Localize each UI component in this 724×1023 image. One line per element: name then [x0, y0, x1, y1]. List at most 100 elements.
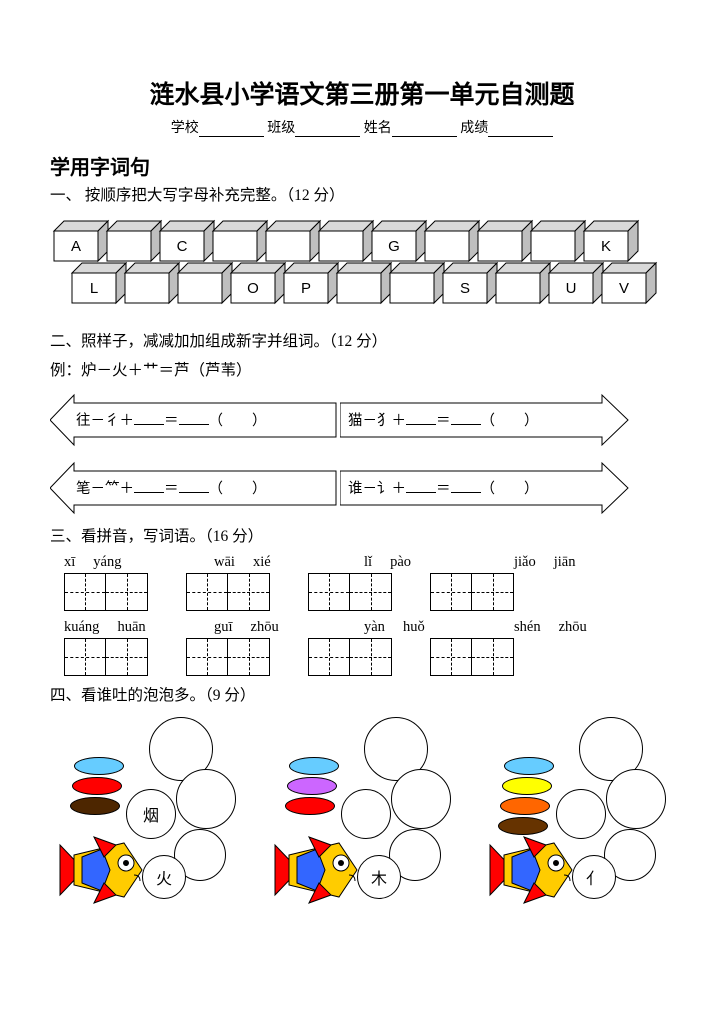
- pinyin: kuáng: [64, 619, 99, 636]
- color-ellipse: [500, 797, 550, 815]
- arrow-1: 往－彳＋＝（ ）: [50, 389, 340, 451]
- q3-box-row2: [64, 638, 674, 676]
- bubble-seed-top: 烟: [126, 789, 176, 839]
- label-class: 班级: [267, 121, 295, 136]
- bubble-group-1: 木: [269, 717, 454, 907]
- pinyin: huān: [117, 619, 145, 636]
- q3-label: 三、看拼音，写词语。（16 分）: [50, 525, 674, 550]
- q1-label: 一、 按顺序把大写字母补充完整。（12 分）: [50, 184, 674, 209]
- pinyin: yáng: [93, 554, 121, 571]
- blank-school[interactable]: [199, 122, 264, 137]
- color-ellipse: [504, 757, 554, 775]
- svg-text:G: G: [388, 238, 400, 255]
- tian-box[interactable]: [186, 573, 228, 611]
- svg-text:C: C: [177, 238, 188, 255]
- q2-label: 二、照样子，减减加加组成新字并组词。（12 分）: [50, 330, 674, 355]
- pinyin: zhōu: [559, 619, 587, 636]
- q4-label: 四、看谁吐的泡泡多。（9 分）: [50, 684, 674, 709]
- tian-box[interactable]: [308, 573, 350, 611]
- arrow-3-text: 笔－⺮＋＝（ ）: [76, 477, 267, 498]
- bubble-empty[interactable]: [606, 769, 666, 829]
- bubble-seed-bottom: 火: [142, 855, 186, 899]
- bubble-seed-top: [341, 789, 391, 839]
- q4-bubble-row: 烟火 木 亻: [54, 717, 674, 907]
- fish-icon: [269, 835, 359, 905]
- pinyin: jiān: [554, 554, 576, 571]
- tian-box[interactable]: [106, 573, 148, 611]
- q2-row-1: 往－彳＋＝（ ） 猫－犭＋＝（ ）: [50, 389, 674, 451]
- color-ellipse: [289, 757, 339, 775]
- pinyin: xī: [64, 554, 75, 571]
- blank-name[interactable]: [392, 122, 457, 137]
- color-ellipse: [72, 777, 122, 795]
- bubble-group-0: 烟火: [54, 717, 239, 907]
- tian-box[interactable]: [228, 573, 270, 611]
- info-line: 学校 班级 姓名 成绩: [50, 117, 674, 137]
- arrow-4-text: 谁－讠＋＝（ ）: [348, 477, 539, 498]
- tian-box[interactable]: [308, 638, 350, 676]
- svg-text:V: V: [619, 280, 629, 297]
- bubble-seed-top: [556, 789, 606, 839]
- pinyin: jiǎo: [514, 554, 536, 571]
- svg-text:A: A: [71, 238, 81, 255]
- tian-box[interactable]: [472, 638, 514, 676]
- tian-box[interactable]: [186, 638, 228, 676]
- arrow-1-text: 往－彳＋＝（ ）: [76, 409, 267, 430]
- bubble-group-2: 亻: [484, 717, 669, 907]
- tian-box[interactable]: [430, 638, 472, 676]
- blank-score[interactable]: [488, 122, 553, 137]
- pinyin: huǒ: [403, 619, 425, 636]
- color-ellipse: [285, 797, 335, 815]
- svg-text:L: L: [90, 280, 98, 297]
- blank-class[interactable]: [295, 122, 360, 137]
- color-ellipse: [502, 777, 552, 795]
- pinyin: pào: [390, 554, 411, 571]
- arrow-3: 笔－⺮＋＝（ ）: [50, 457, 340, 519]
- q3-pinyin-row2: kuáng huān guī zhōu yàn huǒ shén zhōu: [64, 619, 674, 636]
- tian-box[interactable]: [350, 638, 392, 676]
- tian-box[interactable]: [350, 573, 392, 611]
- pinyin: guī: [214, 619, 233, 636]
- bubble-empty[interactable]: [176, 769, 236, 829]
- svg-text:P: P: [301, 280, 311, 297]
- color-ellipse: [498, 817, 548, 835]
- color-ellipse: [74, 757, 124, 775]
- pinyin: yàn: [364, 619, 385, 636]
- arrow-2: 猫－犭＋＝（ ）: [340, 389, 630, 451]
- arrow-4: 谁－讠＋＝（ ）: [340, 457, 630, 519]
- bubble-seed-bottom: 木: [357, 855, 401, 899]
- q2-example: 例：炉－火＋艹＝芦（芦苇）: [50, 359, 674, 384]
- tian-box[interactable]: [106, 638, 148, 676]
- q2-row-2: 笔－⺮＋＝（ ） 谁－讠＋＝（ ）: [50, 457, 674, 519]
- tian-box[interactable]: [64, 573, 106, 611]
- bubble-empty[interactable]: [391, 769, 451, 829]
- label-score: 成绩: [460, 121, 488, 136]
- tian-box[interactable]: [228, 638, 270, 676]
- fish-icon: [54, 835, 144, 905]
- svg-text:S: S: [460, 280, 470, 297]
- svg-text:K: K: [601, 238, 611, 255]
- page-title: 涟水县小学语文第三册第一单元自测题: [50, 75, 674, 111]
- q3-box-row1: [64, 573, 674, 611]
- tian-box[interactable]: [430, 573, 472, 611]
- pinyin: wāi: [214, 554, 235, 571]
- svg-text:U: U: [566, 280, 577, 297]
- tian-box[interactable]: [472, 573, 514, 611]
- pinyin: lǐ: [364, 554, 372, 571]
- color-ellipse: [70, 797, 120, 815]
- pinyin: xié: [253, 554, 271, 571]
- tian-box[interactable]: [64, 638, 106, 676]
- arrow-2-text: 猫－犭＋＝（ ）: [348, 409, 539, 430]
- q3-pinyin-row1: xī yáng wāi xié lǐ pào jiǎo jiān: [64, 554, 674, 571]
- blocks-svg: A C G K L O P S U V: [50, 215, 660, 315]
- color-ellipse: [287, 777, 337, 795]
- bubble-seed-bottom: 亻: [572, 855, 616, 899]
- fish-icon: [484, 835, 574, 905]
- label-school: 学校: [171, 121, 199, 136]
- pinyin: shén: [514, 619, 541, 636]
- section-header: 学用字词句: [50, 151, 674, 180]
- q1-blocks: A C G K L O P S U V: [50, 215, 674, 320]
- pinyin: zhōu: [251, 619, 279, 636]
- svg-text:O: O: [247, 280, 259, 297]
- label-name: 姓名: [364, 121, 392, 136]
